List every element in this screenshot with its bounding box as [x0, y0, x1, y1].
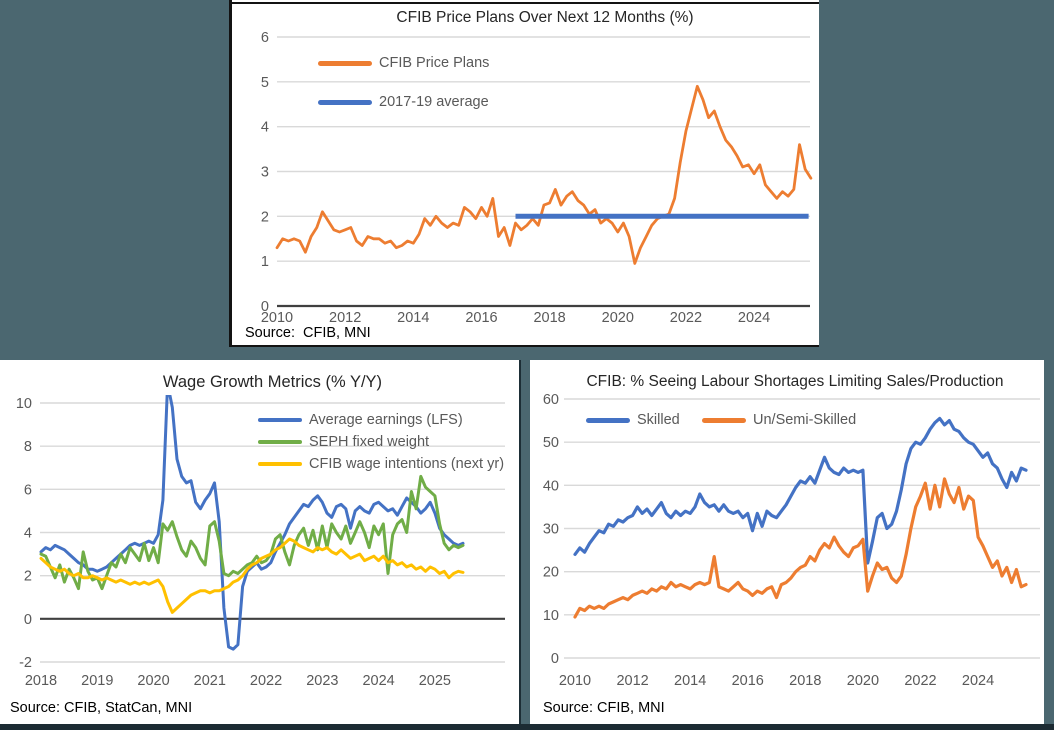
svg-text:2021: 2021: [194, 673, 226, 689]
legend-label: CFIB wage intentions (next yr): [309, 456, 505, 472]
svg-text:10: 10: [16, 396, 32, 412]
svg-text:2016: 2016: [465, 310, 497, 326]
source-label: Source: CFIB, MNI: [245, 325, 371, 341]
svg-text:2020: 2020: [137, 673, 169, 689]
svg-text:2014: 2014: [397, 310, 429, 326]
legend-label: Skilled: [637, 412, 680, 428]
legend-swatch-2017-19-average: [318, 99, 372, 105]
svg-text:2012: 2012: [616, 673, 648, 689]
legend-swatch-cfib-price-plans: [318, 60, 372, 66]
legend-item: Average earnings (LFS): [258, 412, 463, 428]
legend-swatch-skilled: [586, 417, 630, 423]
chart-title-wage-growth: Wage Growth Metrics (% Y/Y): [162, 373, 383, 391]
source-label: Source: CFIB, StatCan, MNI: [10, 700, 193, 716]
legend-swatch-average-earnings: [258, 418, 302, 422]
legend-label: Un/Semi-Skilled: [753, 412, 857, 428]
svg-text:6: 6: [24, 482, 32, 498]
svg-text:2024: 2024: [362, 673, 394, 689]
svg-text:10: 10: [543, 608, 559, 624]
legend-swatch-un-semi-skilled: [702, 417, 746, 423]
svg-text:2018: 2018: [533, 310, 565, 326]
svg-text:0: 0: [261, 299, 269, 315]
svg-text:4: 4: [261, 120, 269, 136]
legend-item: 2017-19 average: [318, 94, 489, 110]
svg-text:2020: 2020: [847, 673, 879, 689]
svg-text:2016: 2016: [732, 673, 764, 689]
legend-label: 2017-19 average: [379, 94, 489, 110]
svg-text:50: 50: [543, 435, 559, 451]
svg-text:40: 40: [543, 478, 559, 494]
svg-text:0: 0: [551, 651, 559, 667]
svg-text:5: 5: [261, 75, 269, 91]
svg-text:60: 60: [543, 392, 559, 408]
labour-shortages-chart-panel: 0 10 20 30 40 50 60 2010 2012 2014 2016 2018 2020 202…: [530, 360, 1044, 724]
legend-label: Average earnings (LFS): [309, 412, 463, 428]
svg-text:2022: 2022: [250, 673, 282, 689]
svg-text:2: 2: [261, 209, 269, 225]
price-plans-chart-panel: 0 1 2 3 4 5 6 2010 2012 2014 2016 2018 2020 2022 2024 …: [229, 0, 819, 347]
chart-title-price-plans: CFIB Price Plans Over Next 12 Months (%): [396, 9, 694, 26]
svg-text:1: 1: [261, 254, 269, 270]
legend-label: SEPH fixed weight: [309, 434, 430, 450]
legend-label: CFIB Price Plans: [379, 55, 490, 71]
svg-text:4: 4: [24, 526, 32, 542]
wage-growth-chart-panel: -2 0 2 4 6 8 10 2018 2019 2020 2021 2022 2023 2024 202…: [0, 360, 521, 724]
svg-text:2: 2: [24, 569, 32, 585]
svg-text:30: 30: [543, 522, 559, 538]
legend-swatch-cfib-wage-intentions: [258, 462, 302, 466]
labour-shortages-chart: 0 10 20 30 40 50 60 2010 2012 2014 2016 2018 2020 202…: [543, 392, 1040, 689]
svg-text:0: 0: [24, 612, 32, 628]
svg-text:8: 8: [24, 439, 32, 455]
legend-item: Un/Semi-Skilled: [702, 412, 856, 428]
svg-text:2024: 2024: [738, 310, 770, 326]
legend-item: CFIB Price Plans: [318, 55, 489, 71]
svg-text:2022: 2022: [670, 310, 702, 326]
svg-text:2014: 2014: [674, 673, 706, 689]
svg-text:2010: 2010: [261, 310, 293, 326]
svg-text:2018: 2018: [25, 673, 57, 689]
wage-growth-chart: -2 0 2 4 6 8 10 2018 2019 2020 2021 2022 2023 2024 202…: [16, 395, 505, 689]
svg-text:20: 20: [543, 565, 559, 581]
legend-item: Skilled: [586, 412, 680, 428]
panel-border-line: [232, 2, 819, 4]
svg-text:2019: 2019: [81, 673, 113, 689]
legend-swatch-seph-fixed-weight: [258, 440, 302, 444]
legend-item: SEPH fixed weight: [258, 434, 429, 450]
svg-text:6: 6: [261, 30, 269, 46]
svg-text:2018: 2018: [789, 673, 821, 689]
svg-text:2012: 2012: [329, 310, 361, 326]
svg-text:2022: 2022: [904, 673, 936, 689]
svg-text:2020: 2020: [602, 310, 634, 326]
svg-text:2025: 2025: [419, 673, 451, 689]
price-plans-chart: 0 1 2 3 4 5 6 2010 2012 2014 2016 2018 2020 2022 2024: [261, 30, 813, 326]
source-label: Source: CFIB, MNI: [543, 700, 665, 716]
svg-text:3: 3: [261, 165, 269, 181]
svg-text:2010: 2010: [559, 673, 591, 689]
svg-text:-2: -2: [19, 655, 32, 671]
bottom-bar: [0, 724, 1054, 730]
svg-text:2023: 2023: [306, 673, 338, 689]
chart-title-labour-shortages: CFIB: % Seeing Labour Shortages Limiting…: [586, 373, 1004, 390]
legend-item: CFIB wage intentions (next yr): [258, 456, 504, 472]
svg-text:2024: 2024: [962, 673, 994, 689]
